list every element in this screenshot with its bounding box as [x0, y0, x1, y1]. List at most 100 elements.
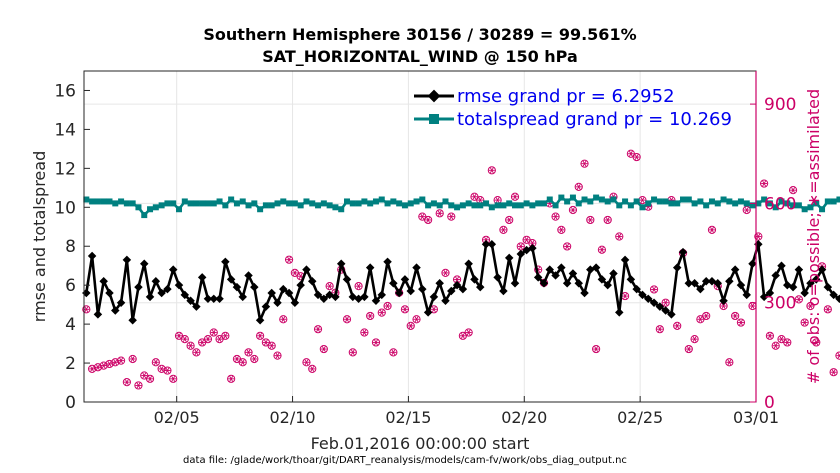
totalspread-line — [83, 194, 840, 219]
y-right-tick-label: 900 — [764, 95, 796, 115]
rmse-point — [713, 278, 723, 288]
rmse-point — [99, 277, 108, 286]
totalspread-point — [89, 198, 96, 205]
rmse-point — [140, 259, 149, 269]
totalspread-point — [720, 196, 727, 203]
totalspread-point — [726, 198, 733, 205]
obs-point — [371, 338, 381, 347]
totalspread-point — [378, 196, 385, 203]
totalspread-point — [616, 202, 623, 209]
chart-title-line1: Southern Hemisphere 30156 / 30289 = 99.5… — [203, 25, 636, 44]
rmse-point — [284, 288, 294, 298]
rmse-point — [817, 265, 827, 274]
totalspread-point — [813, 200, 820, 207]
totalspread-point — [112, 200, 119, 207]
obs-point — [406, 321, 415, 330]
rmse-point — [545, 265, 555, 274]
totalspread-point — [680, 196, 687, 203]
totalspread-point — [784, 200, 791, 207]
rmse-point — [458, 284, 468, 294]
obs-point — [800, 318, 809, 327]
rmse-point — [360, 292, 369, 302]
rmse-point — [273, 298, 282, 307]
rmse-point — [313, 290, 323, 300]
obs-point — [783, 338, 792, 347]
rmse-point — [122, 255, 132, 265]
totalspread-point — [303, 198, 310, 205]
rmse-point — [192, 302, 201, 311]
totalspread-point — [257, 206, 264, 213]
totalspread-point — [836, 196, 840, 203]
totalspread-point — [390, 198, 397, 205]
rmse-point — [151, 277, 161, 286]
obs-point — [313, 325, 323, 334]
totalspread-point — [772, 204, 779, 211]
totalspread-point — [216, 198, 223, 205]
totalspread-point — [529, 202, 536, 209]
rmse-point — [829, 290, 838, 300]
totalspread-point — [743, 200, 750, 207]
rmse-point — [423, 308, 433, 317]
totalspread-point — [129, 200, 136, 207]
totalspread-point — [332, 204, 339, 211]
rmse-point — [371, 296, 381, 305]
totalspread-point — [291, 200, 298, 207]
rmse-point — [383, 257, 392, 267]
rmse-point — [418, 284, 427, 294]
obs-point — [731, 311, 740, 321]
totalspread-point — [454, 204, 461, 211]
rmse-point — [719, 296, 728, 305]
obs-point — [574, 182, 583, 191]
obs-point — [157, 364, 166, 373]
rmse-line — [82, 240, 840, 325]
rmse-point — [128, 315, 137, 325]
rmse-point — [157, 288, 166, 298]
rmse-point — [221, 257, 230, 267]
obs-point — [551, 212, 560, 221]
totalspread-point — [494, 202, 501, 209]
totalspread-point — [355, 200, 362, 207]
obs-point — [273, 351, 282, 360]
totalspread-point — [639, 204, 646, 211]
totalspread-point — [396, 200, 403, 207]
chart-title-line2: SAT_HORIZONTAL_WIND @ 150 hPa — [262, 47, 578, 66]
rmse-point — [429, 292, 439, 302]
rmse-point — [255, 315, 265, 325]
obs-point — [702, 311, 711, 321]
obs-point — [163, 366, 172, 375]
rmse-point — [331, 292, 340, 302]
rmse-point — [476, 282, 485, 292]
totalspread-point — [274, 200, 281, 207]
rmse-point — [765, 288, 775, 298]
totalspread-point — [656, 198, 663, 205]
y-left-tick-label: 2 — [65, 354, 76, 374]
x-tick-label: 02/15 — [385, 408, 431, 427]
rmse-point — [116, 298, 126, 307]
obs-point — [684, 344, 693, 354]
rmse-point — [197, 273, 207, 282]
obs-point — [690, 335, 699, 344]
totalspread-point — [245, 202, 252, 209]
totalspread-point — [401, 202, 408, 209]
rmse-point — [279, 284, 288, 294]
obs-point — [615, 232, 624, 241]
totalspread-point — [448, 202, 455, 209]
obs-point — [499, 225, 508, 234]
obs-markers — [82, 149, 840, 390]
totalspread-point — [419, 196, 426, 203]
obs-point — [400, 305, 410, 314]
totalspread-point — [164, 200, 171, 207]
rmse-point — [174, 280, 184, 290]
totalspread-point — [558, 194, 565, 201]
obs-point — [88, 364, 97, 373]
rmse-point — [551, 271, 560, 280]
y-left-tick-label: 10 — [54, 198, 76, 218]
obs-point — [823, 305, 832, 314]
totalspread-point — [100, 198, 107, 205]
obs-point — [134, 381, 143, 390]
obs-point — [302, 358, 311, 367]
rmse-point — [470, 275, 479, 284]
obs-point — [93, 363, 103, 372]
obs-point — [145, 374, 155, 383]
x-tick-label: 02/25 — [617, 408, 663, 427]
